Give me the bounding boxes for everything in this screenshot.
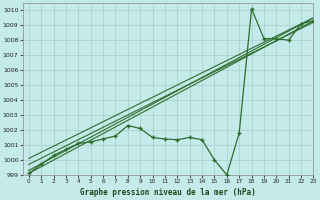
X-axis label: Graphe pression niveau de la mer (hPa): Graphe pression niveau de la mer (hPa) (80, 188, 256, 197)
